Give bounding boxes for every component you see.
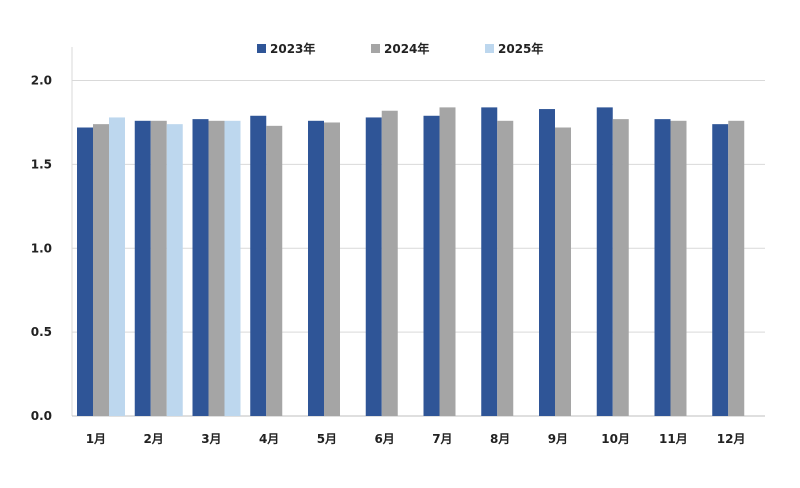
bar-2025年-2月 [166, 124, 183, 417]
axes [71, 47, 765, 417]
bar-2024年-2月 [150, 120, 167, 417]
bar-2024年-12月 [728, 120, 745, 417]
x-tick-label: 11月 [659, 432, 688, 446]
bar-2023年-4月 [250, 115, 267, 416]
x-tick-label: 4月 [259, 432, 279, 446]
legend: 2023年 2024年 2025年 [257, 41, 543, 56]
x-tick-label: 1月 [86, 432, 106, 446]
bar-2024年-8月 [497, 120, 514, 417]
y-tick-label: 0.5 [31, 325, 52, 339]
y-tick-label: 1.0 [31, 241, 52, 255]
bar-2023年-3月 [192, 119, 209, 416]
bar-2023年-7月 [423, 115, 440, 416]
bar-2023年-12月 [712, 124, 729, 417]
legend-swatch [257, 44, 266, 53]
x-tick-label: 5月 [317, 432, 337, 446]
y-tick-label: 1.5 [31, 157, 52, 171]
bar-2024年-11月 [670, 120, 687, 417]
x-tick-label: 3月 [201, 432, 221, 446]
gridlines [72, 80, 765, 333]
bar-2023年-8月 [481, 107, 498, 416]
bar-2023年-11月 [654, 119, 671, 416]
legend-label: 2025年 [498, 41, 543, 56]
bar-2023年-2月 [134, 120, 151, 417]
x-tick-label: 2月 [143, 432, 163, 446]
bar-2024年-5月 [324, 122, 340, 417]
bar-2023年-6月 [365, 117, 382, 416]
x-tick-label: 10月 [601, 432, 630, 446]
bar-2024年-4月 [266, 125, 283, 416]
x-tick-label: 6月 [374, 432, 394, 446]
legend-label: 2024年 [384, 41, 429, 56]
bar-2024年-9月 [555, 127, 571, 416]
y-tick-label: 2.0 [31, 74, 52, 88]
bar-2024年-6月 [381, 110, 398, 417]
bar-2025年-1月 [109, 117, 125, 416]
legend-swatch [485, 44, 494, 53]
bar-2024年-1月 [93, 124, 109, 417]
bar-2024年-7月 [439, 107, 456, 416]
x-tick-label: 7月 [432, 432, 452, 446]
bar-2023年-1月 [77, 127, 93, 416]
bar-2023年-5月 [308, 120, 324, 417]
x-tick-label: 9月 [548, 432, 568, 446]
bar-2023年-10月 [596, 107, 613, 416]
y-tick-label: 0.0 [31, 409, 52, 423]
x-tick-label: 12月 [717, 432, 746, 446]
bar-2023年-9月 [539, 109, 555, 417]
bars [77, 107, 745, 417]
bar-2024年-10月 [612, 119, 629, 416]
bar-2024年-3月 [208, 120, 225, 417]
legend-swatch [371, 44, 380, 53]
bar-2025年-3月 [224, 120, 241, 417]
tick-labels: 0.0 0.5 1.0 1.5 2.0 1月 2月 3月 4月 5月 6月 7月 8月 9月 10月 11月 1… [31, 74, 746, 446]
legend-label: 2023年 [270, 41, 315, 56]
x-tick-label: 8月 [490, 432, 510, 446]
